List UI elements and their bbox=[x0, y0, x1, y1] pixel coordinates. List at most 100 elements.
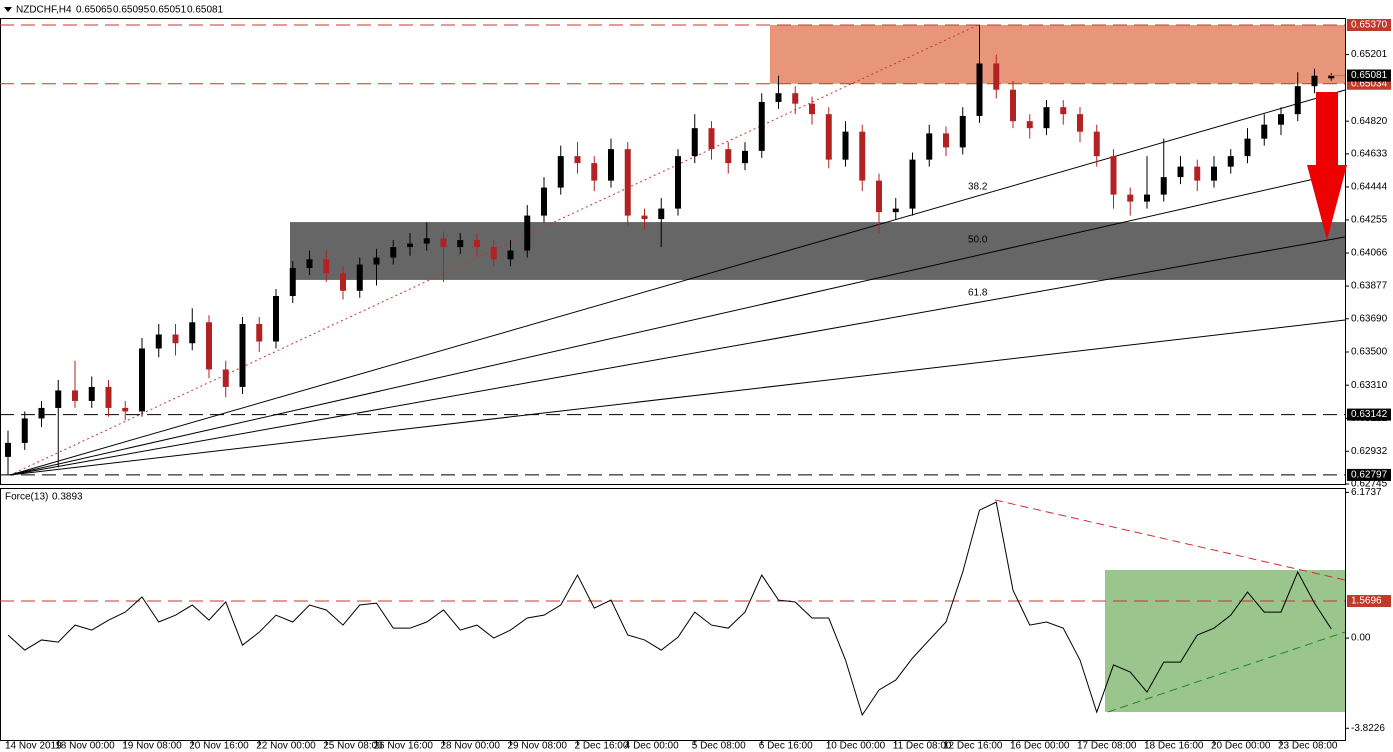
x-tick-label: 2 Dec 16:00 bbox=[575, 741, 629, 752]
candle-body bbox=[775, 93, 782, 102]
candle-body bbox=[474, 240, 480, 248]
level-label: 0.65034 bbox=[1351, 78, 1388, 89]
candle-body bbox=[1177, 166, 1184, 178]
fan-line bbox=[9, 89, 1346, 476]
level-label: 1.5696 bbox=[1351, 596, 1382, 607]
fan-line bbox=[9, 171, 1346, 476]
level-label: 0.63142 bbox=[1351, 409, 1388, 420]
candle-body bbox=[206, 322, 212, 370]
x-tick-label: 29 Nov 08:00 bbox=[508, 741, 568, 752]
candle-body bbox=[758, 101, 765, 151]
force-zone bbox=[1105, 570, 1345, 712]
fib-label: 38.2 bbox=[968, 182, 988, 193]
fib-label: 61.8 bbox=[968, 288, 988, 299]
candle-body bbox=[390, 247, 397, 258]
candle-body bbox=[591, 163, 598, 181]
candle-body bbox=[809, 103, 815, 115]
candle-body bbox=[825, 114, 832, 160]
candle-body bbox=[256, 324, 263, 342]
y-tick-label: 0.64066 bbox=[1351, 248, 1388, 259]
candle-body bbox=[1227, 156, 1234, 167]
candle-body bbox=[1261, 124, 1268, 139]
y-tick-label: 0.64633 bbox=[1351, 149, 1388, 160]
y-tick-label: -3.8226 bbox=[1351, 723, 1385, 734]
header-close: 0.65081 bbox=[187, 5, 224, 16]
candle-body bbox=[1294, 86, 1301, 115]
candle-body bbox=[38, 407, 45, 419]
candle-body bbox=[1311, 75, 1318, 87]
candle-body bbox=[691, 128, 698, 157]
force-panel bbox=[0, 488, 1346, 741]
candle-body bbox=[742, 150, 748, 164]
x-tick-label: 18 Dec 16:00 bbox=[1144, 741, 1204, 752]
candle-body bbox=[155, 334, 162, 349]
x-tick-label: 26 Nov 16:00 bbox=[374, 741, 434, 752]
candle-body bbox=[624, 149, 631, 216]
zones bbox=[290, 24, 1345, 280]
candle-body bbox=[926, 133, 933, 160]
candle-body bbox=[1127, 194, 1134, 202]
candle-body bbox=[5, 442, 11, 457]
fib-label: 50.0 bbox=[968, 235, 988, 246]
candle-body bbox=[105, 386, 112, 408]
level-label: 0.62797 bbox=[1351, 470, 1388, 481]
candle-body bbox=[340, 273, 346, 291]
candle-body bbox=[440, 238, 447, 248]
candle-body bbox=[72, 390, 78, 401]
candle-body bbox=[189, 322, 196, 344]
menu-icon bbox=[4, 7, 12, 12]
header-high: 0.65095 bbox=[113, 5, 150, 16]
candle-body bbox=[792, 93, 799, 104]
candle-body bbox=[289, 268, 296, 297]
y-tick-label: 0.64444 bbox=[1351, 182, 1388, 193]
candle-body bbox=[122, 407, 129, 412]
price-panel bbox=[0, 18, 1346, 485]
candle-body bbox=[641, 215, 648, 220]
x-tick-label: 12 Dec 16:00 bbox=[943, 741, 1003, 752]
header-low: 0.65051 bbox=[150, 5, 187, 16]
x-tick-label: 17 Dec 08:00 bbox=[1077, 741, 1137, 752]
y-tick-label: 0.63877 bbox=[1351, 281, 1388, 292]
candle-body bbox=[356, 264, 363, 291]
x-tick-label: 23 Dec 08:00 bbox=[1278, 741, 1338, 752]
x-tick-label: 28 Nov 00:00 bbox=[441, 741, 501, 752]
y-tick-label: 0.65201 bbox=[1351, 49, 1388, 60]
candle-body bbox=[842, 131, 849, 160]
candle-body bbox=[1026, 121, 1033, 129]
x-tick-label: 19 Nov 08:00 bbox=[122, 741, 182, 752]
candle-body bbox=[1211, 166, 1217, 181]
x-tick-label: 14 Nov 2019 bbox=[5, 741, 62, 752]
y-tick-label: 0.63690 bbox=[1351, 313, 1388, 324]
level-label-box bbox=[1347, 468, 1391, 481]
candle-body bbox=[490, 247, 497, 260]
candle-body bbox=[1194, 166, 1201, 181]
header-open: 0.65065 bbox=[76, 5, 113, 16]
candle-body bbox=[574, 156, 581, 164]
candle-body bbox=[1144, 194, 1150, 202]
x-tick-label: 6 Dec 16:00 bbox=[759, 741, 813, 752]
force-title: Force(13) bbox=[5, 492, 48, 503]
candle-body bbox=[859, 131, 866, 181]
x-tick-label: 22 Nov 00:00 bbox=[256, 741, 316, 752]
last-price-box bbox=[1347, 69, 1391, 82]
candle-body bbox=[273, 296, 279, 342]
candle-body bbox=[457, 240, 464, 248]
candle-body bbox=[373, 257, 380, 265]
level-label: 0.65370 bbox=[1351, 20, 1388, 31]
candle-body bbox=[876, 180, 882, 213]
x-tick-label: 16 Dec 00:00 bbox=[1010, 741, 1070, 752]
zone bbox=[290, 222, 1345, 280]
force-trend bbox=[994, 499, 1346, 581]
candle-body bbox=[1093, 131, 1100, 157]
last-price-label: 0.65081 bbox=[1351, 70, 1388, 81]
level-label-box bbox=[1347, 18, 1391, 31]
y-tick-label: 0.64255 bbox=[1351, 215, 1388, 226]
candle-body bbox=[423, 238, 430, 244]
candle-body bbox=[407, 243, 413, 248]
down-arrow bbox=[1307, 92, 1347, 240]
candle-body bbox=[1278, 114, 1284, 125]
x-tick-label: 20 Nov 16:00 bbox=[189, 741, 249, 752]
candle-body bbox=[323, 259, 330, 274]
